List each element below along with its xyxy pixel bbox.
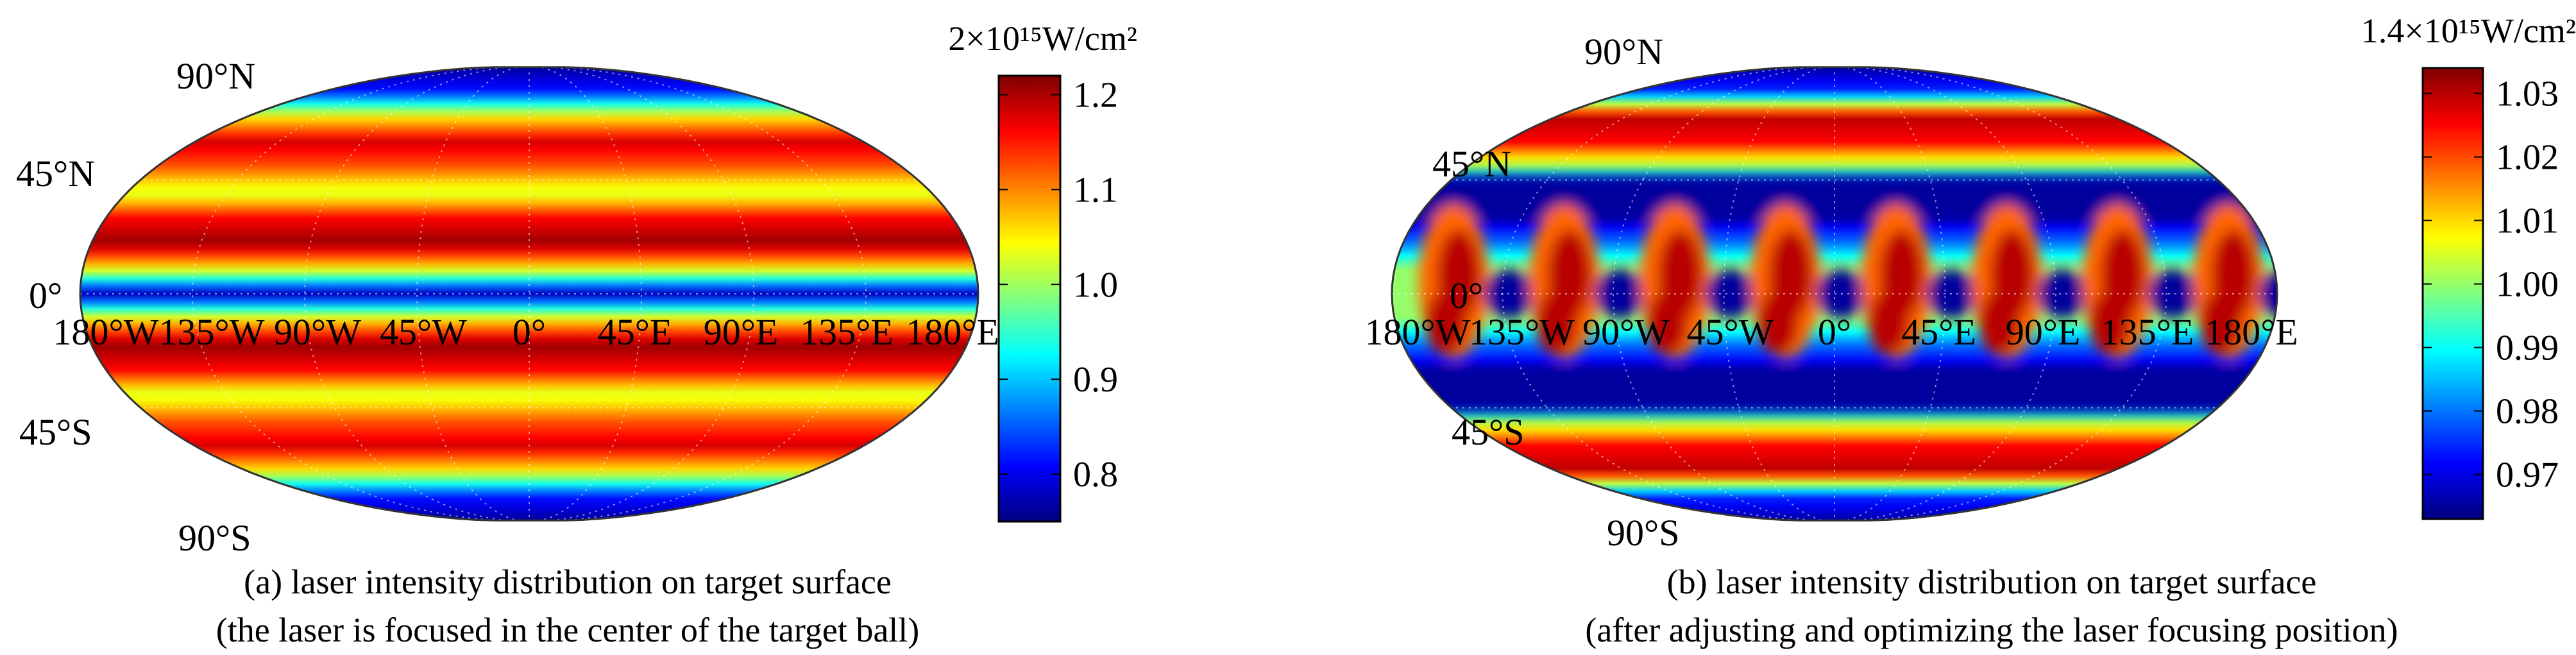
longitude-label: 45°W bbox=[380, 311, 467, 353]
latitude-label: 45°N bbox=[1432, 143, 1511, 185]
dark-spot bbox=[2038, 269, 2087, 318]
intensity-map-b bbox=[1391, 66, 2278, 522]
bright-lobe-core bbox=[1868, 291, 1910, 355]
bright-lobe-core bbox=[2199, 291, 2241, 355]
dark-spot bbox=[2259, 269, 2277, 318]
longitude-label: 90°W bbox=[274, 311, 361, 353]
panel-a: 90°N 45°N 0° 45°S 90°S 180°W 135°W 90°W 45°W 0° 4… bbox=[16, 19, 1137, 649]
longitude-label: 90°E bbox=[2006, 311, 2081, 353]
latitude-label: 90°N bbox=[176, 55, 255, 97]
longitude-label: 135°W bbox=[1469, 311, 1575, 353]
dark-spot bbox=[2148, 269, 2198, 318]
bright-lobe-core bbox=[1757, 291, 1799, 355]
meridian-line bbox=[1613, 67, 1835, 521]
colorbar-tick-label: 0.99 bbox=[2496, 328, 2559, 368]
bright-lobe-core bbox=[1425, 291, 1467, 355]
colorbar-gradient bbox=[997, 74, 1062, 523]
meridian-line bbox=[529, 67, 642, 521]
longitude-label: 135°W bbox=[159, 311, 265, 353]
colorbar-tick-label: 0.97 bbox=[2496, 455, 2559, 495]
latitude-labels-b: 90°N 45°N 0° 45°S 90°S bbox=[1432, 31, 1679, 554]
caption-b-line2: (after adjusting and optimizing the lase… bbox=[1585, 611, 2398, 649]
meridian-line bbox=[1834, 67, 2167, 521]
graticule bbox=[1392, 67, 2277, 521]
latitude-label: 45°S bbox=[19, 411, 92, 453]
dark-spot bbox=[1595, 269, 1644, 318]
latitude-label: 45°N bbox=[16, 153, 95, 194]
bright-lobe-core bbox=[1978, 291, 2020, 355]
caption-a-line2: (the laser is focused in the center of t… bbox=[216, 611, 920, 649]
colorbar-tick-label: 1.01 bbox=[2496, 201, 2559, 241]
map-fill bbox=[1392, 67, 2277, 521]
bright-lobe-core bbox=[2089, 291, 2131, 355]
colorbar-gradient bbox=[2421, 67, 2484, 520]
longitude-label: 135°E bbox=[2101, 311, 2194, 353]
colorbar-tick-label: 0.9 bbox=[1073, 360, 1118, 400]
colorbar-b: 1.03 1.02 1.01 1.00 0.99 0.98 0.97 1.4×10¹⁵W/cm… bbox=[2361, 12, 2576, 520]
latitude-label: 0° bbox=[1450, 275, 1483, 316]
caption-b-line1: (b) laser intensity distribution on targ… bbox=[1667, 563, 2317, 601]
colorbar-tick-label: 1.0 bbox=[1073, 265, 1118, 305]
colorbar-a: 1.2 1.1 1.0 0.9 0.8 2×10¹⁵W/cm² bbox=[948, 19, 1137, 523]
meridian-line bbox=[1502, 67, 1835, 521]
longitude-label: 180°W bbox=[1365, 311, 1471, 353]
map-fill bbox=[80, 67, 978, 521]
longitude-label: 45°W bbox=[1687, 311, 1774, 353]
longitude-label: 0° bbox=[513, 311, 546, 353]
map-outline bbox=[79, 66, 979, 522]
longitude-label: 45°E bbox=[598, 311, 673, 353]
latitude-label: 45°S bbox=[1452, 411, 1524, 453]
meridian-line bbox=[1834, 67, 2056, 521]
colorbar-tick-label: 0.98 bbox=[2496, 392, 2559, 432]
intensity-map-a bbox=[79, 66, 979, 522]
colorbar-tick-label: 1.03 bbox=[2496, 74, 2559, 114]
colorbar-tick-label: 1.1 bbox=[1073, 170, 1118, 210]
longitude-label: 180°E bbox=[2205, 311, 2298, 353]
colorbar-tick-label: 1.02 bbox=[2496, 138, 2559, 178]
caption-a-line1: (a) laser intensity distribution on targ… bbox=[244, 563, 892, 601]
latitude-label: 90°N bbox=[1584, 31, 1663, 72]
colorbar-unit: 1.4×10¹⁵W/cm² bbox=[2361, 12, 2576, 50]
longitude-label: 90°W bbox=[1582, 311, 1670, 353]
bright-lobe-core bbox=[1647, 291, 1688, 355]
longitude-label: 0° bbox=[1818, 311, 1851, 353]
longitude-label: 135°E bbox=[800, 311, 894, 353]
map-outline bbox=[1391, 66, 2278, 522]
bright-lobe-core bbox=[1536, 291, 1577, 355]
colorbar-unit: 2×10¹⁵W/cm² bbox=[948, 19, 1137, 58]
longitude-label: 90°E bbox=[704, 311, 779, 353]
latitude-label: 90°S bbox=[178, 517, 251, 559]
meridian-line bbox=[416, 67, 530, 521]
colorbar-tick-label: 1.2 bbox=[1073, 76, 1118, 115]
colorbar-tick-label: 0.8 bbox=[1073, 455, 1118, 495]
longitude-label: 45°E bbox=[1901, 311, 1976, 353]
latitude-label: 0° bbox=[29, 275, 62, 316]
latitude-label: 90°S bbox=[1607, 512, 1679, 554]
dark-spot bbox=[1706, 269, 1755, 318]
equatorial-pattern bbox=[1392, 175, 2277, 413]
longitude-label: 180°E bbox=[906, 311, 999, 353]
latitude-labels-a: 90°N 45°N 0° 45°S 90°S bbox=[16, 55, 255, 559]
longitude-labels-a: 180°W 135°W 90°W 45°W 0° 45°E 90°E 135°E 180°E bbox=[53, 311, 999, 353]
colorbar-tick-label: 1.00 bbox=[2496, 265, 2559, 305]
longitude-label: 180°W bbox=[53, 311, 159, 353]
